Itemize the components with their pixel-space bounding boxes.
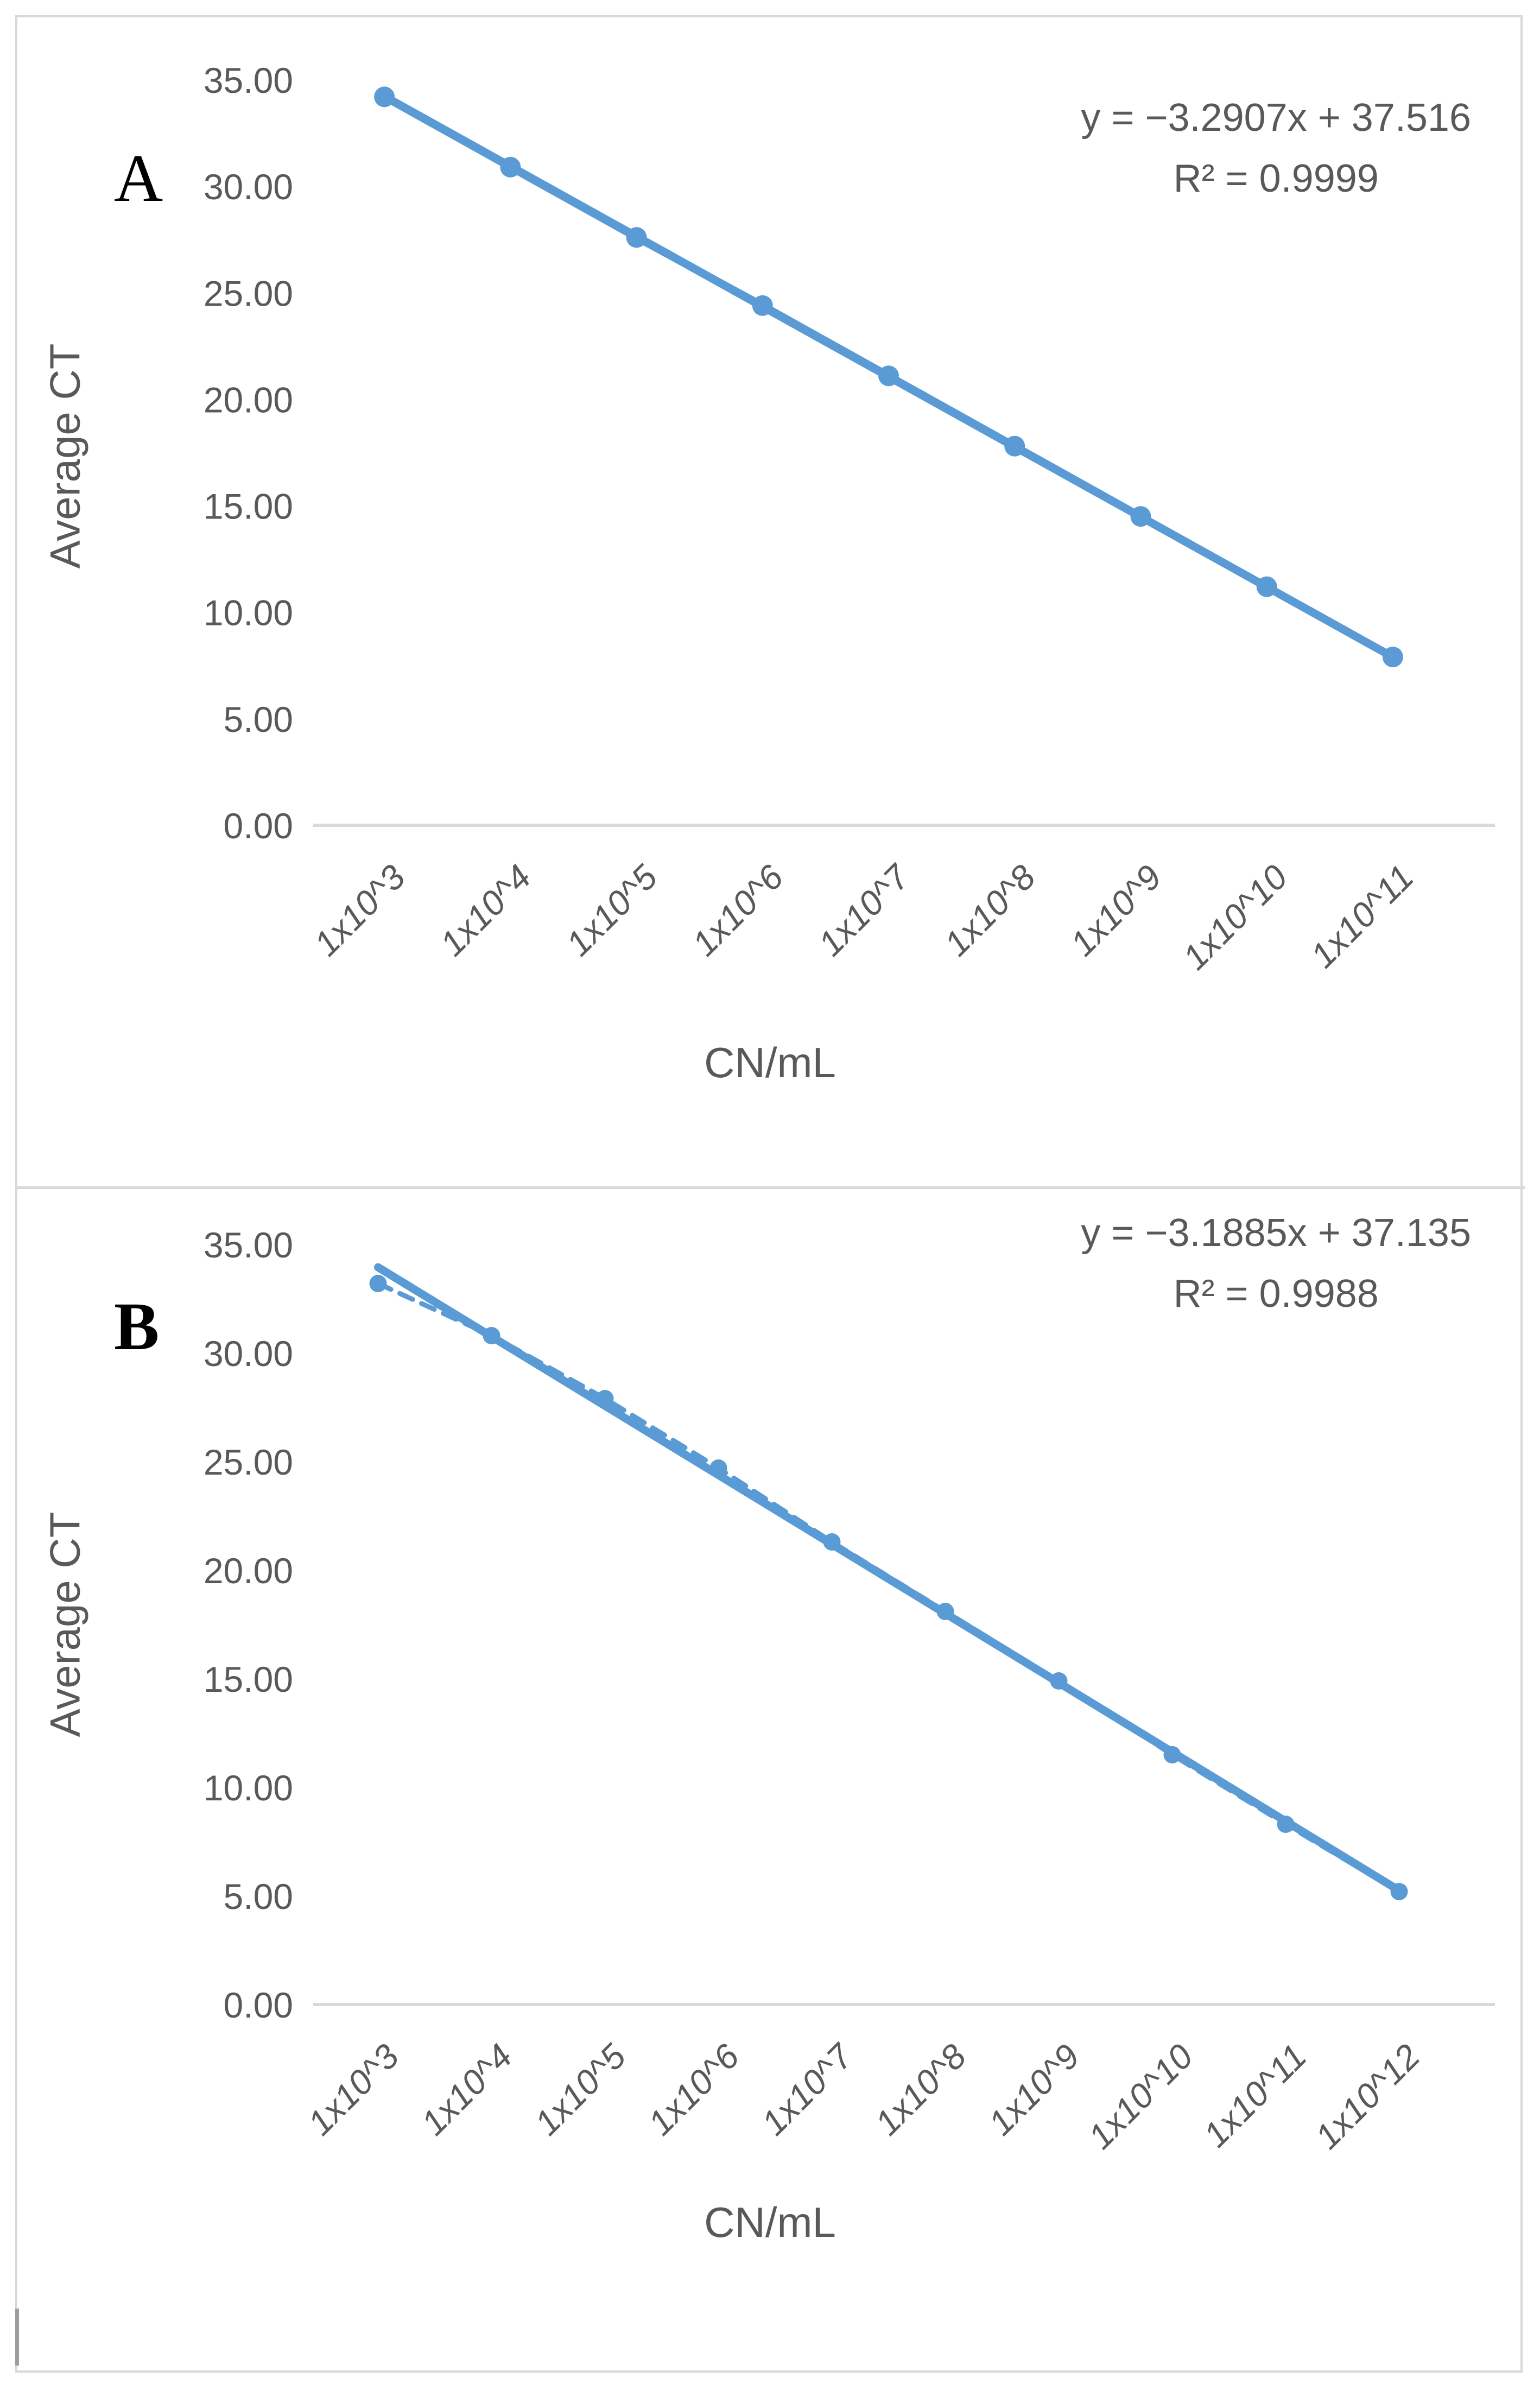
y-tick-label: 20.00	[204, 380, 293, 420]
x-category-label: 1x10^11	[1196, 2037, 1314, 2154]
y-tick-label: 0.00	[224, 806, 293, 846]
data-point-marker	[878, 365, 899, 387]
y-tick-label: 30.00	[204, 167, 293, 207]
y-axis-title: Average CT	[41, 1512, 89, 1737]
y-tick-label: 25.00	[204, 1442, 293, 1482]
x-category-label: 1x10^8	[937, 857, 1043, 964]
x-category-label: 1x10^5	[527, 2037, 633, 2143]
r-squared-text: R² = 0.9999	[1173, 156, 1379, 200]
x-category-label: 1x10^9	[981, 2037, 1087, 2142]
x-category-label: 1x10^5	[559, 857, 665, 964]
data-point-marker	[1390, 1883, 1408, 1900]
x-category-label: 1x10^10	[1175, 857, 1295, 977]
data-point-marker	[1163, 1746, 1181, 1763]
x-category-label: 1x10^10	[1081, 2037, 1201, 2157]
x-category-label: 1x10^9	[1063, 857, 1169, 963]
x-category-label: 1x10^6	[685, 857, 791, 964]
x-axis-title: CN/mL	[704, 1039, 836, 1086]
y-axis-title: Average CT	[41, 343, 89, 569]
data-point-marker	[1256, 576, 1277, 597]
x-category-label: 1x10^12	[1308, 2037, 1428, 2157]
x-category-label: 1x10^11	[1303, 857, 1421, 975]
y-tick-label: 10.00	[204, 1768, 293, 1808]
chart-a-plot: 0.00 5.00 10.00 15.00 20.00 25.00 30.00 35.00 1x…	[204, 60, 1495, 977]
data-point-marker	[936, 1603, 954, 1620]
data-point-marker	[1050, 1672, 1068, 1690]
data-point-marker	[369, 1275, 387, 1292]
x-category-label: 1x10^8	[867, 2037, 974, 2143]
data-point-marker	[1004, 435, 1025, 457]
x-category-label: 1x10^3	[307, 857, 413, 964]
frame-accent-mark	[15, 2309, 19, 2366]
y-tick-label: 35.00	[204, 60, 293, 100]
x-category-label: 1x10^7	[754, 2035, 861, 2142]
data-point-marker	[626, 227, 647, 248]
y-tick-label: 20.00	[204, 1551, 293, 1591]
x-category-label: 1x10^4	[433, 857, 538, 963]
data-point-marker	[709, 1459, 727, 1477]
data-point-marker	[483, 1327, 500, 1344]
trendline-equation-label: y = −3.1885x + 37.135 R² = 0.9988	[1081, 1203, 1471, 1324]
panel-letter: A	[114, 141, 163, 216]
chart-b-plot: 0.00 5.00 10.00 15.00 20.00 25.00 30.00 35.00 1x…	[204, 1225, 1495, 2157]
panel-divider-line	[15, 1186, 1525, 1189]
x-category-label: 1x10^6	[641, 2037, 747, 2143]
equation-text: y = −3.2907x + 37.516	[1081, 96, 1471, 140]
trend-line	[374, 1263, 1403, 1895]
data-point-marker	[374, 86, 395, 108]
x-category-label: 1x10^3	[300, 2037, 407, 2143]
y-tick-label: 0.00	[224, 1985, 293, 2025]
y-tick-label: 30.00	[204, 1333, 293, 1374]
x-category-label: 1x10^4	[414, 2037, 519, 2142]
r-squared-text: R² = 0.9988	[1173, 1272, 1379, 1316]
data-point-marker	[752, 295, 773, 316]
figure-border	[15, 15, 1523, 2373]
data-point-marker	[1382, 647, 1403, 668]
trendline-equation-label: y = −3.2907x + 37.516 R² = 0.9999	[1081, 88, 1471, 209]
y-tick-label: 25.00	[204, 273, 293, 313]
chart-panel-a: 0.00 5.00 10.00 15.00 20.00 25.00 30.00 35.00 1x…	[17, 17, 1523, 1186]
data-point-marker	[596, 1390, 614, 1407]
data-point-marker	[823, 1533, 841, 1551]
y-tick-label: 5.00	[224, 1876, 293, 1917]
y-tick-label: 35.00	[204, 1225, 293, 1265]
y-tick-label: 10.00	[204, 593, 293, 633]
x-category-label: 1x10^7	[810, 856, 917, 963]
y-tick-label: 5.00	[224, 699, 293, 739]
data-point-marker	[1277, 1816, 1295, 1833]
chart-panel-b: 0.00 5.00 10.00 15.00 20.00 25.00 30.00 35.00 1x…	[17, 1189, 1523, 2373]
data-point-marker	[500, 156, 521, 178]
y-tick-label: 15.00	[204, 1659, 293, 1699]
y-tick-label: 15.00	[204, 486, 293, 527]
panel-letter: B	[114, 1289, 160, 1364]
equation-text: y = −3.1885x + 37.135	[1081, 1211, 1471, 1255]
data-series-line	[376, 1281, 1402, 1894]
data-point-marker	[1130, 506, 1151, 527]
x-axis-title: CN/mL	[704, 2198, 836, 2246]
